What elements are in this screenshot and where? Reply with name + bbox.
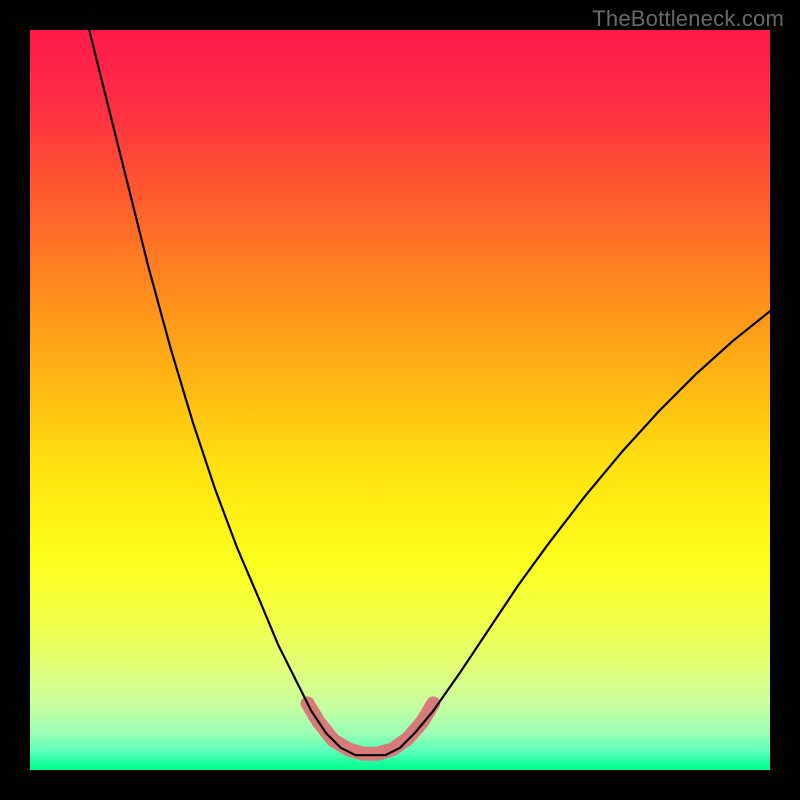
chart-curves [30, 30, 770, 770]
bottleneck-highlight-curve [308, 703, 434, 753]
plot-area [30, 30, 770, 770]
bottleneck-v-curve [89, 30, 770, 755]
watermark-text: TheBottleneck.com [592, 6, 784, 32]
